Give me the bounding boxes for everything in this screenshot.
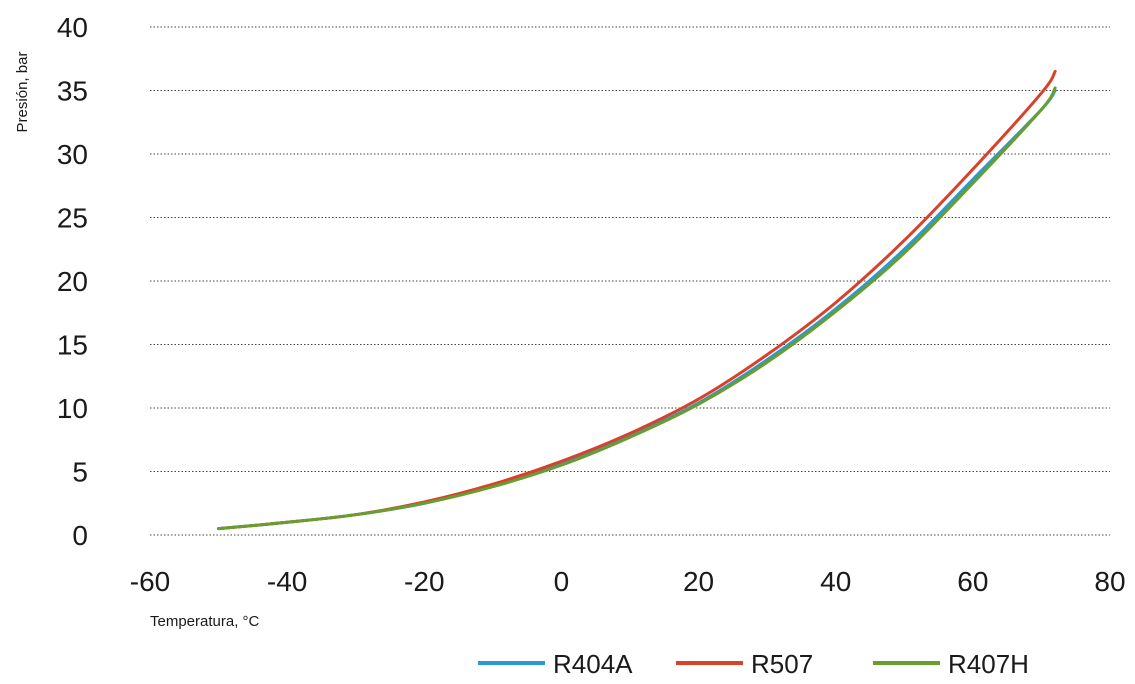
x-tick-label: -20 bbox=[404, 566, 444, 597]
series-lines bbox=[217, 69, 1057, 531]
x-tick-label: 80 bbox=[1094, 566, 1125, 597]
y-tick-label: 5 bbox=[72, 457, 88, 488]
y-tick-label: 0 bbox=[72, 520, 88, 551]
y-axis-title: Presión, bar bbox=[14, 52, 31, 133]
y-tick-label: 20 bbox=[57, 266, 88, 297]
series-line-r407h bbox=[217, 86, 1057, 531]
series-line-r507 bbox=[217, 69, 1057, 531]
x-tick-label: 60 bbox=[957, 566, 988, 597]
x-axis-ticks: -60 -40 -20 0 20 40 60 80 bbox=[130, 566, 1126, 597]
x-tick-label: 0 bbox=[554, 566, 570, 597]
x-axis-title: Temperatura, °C bbox=[150, 613, 260, 630]
legend-label-r507: R507 bbox=[751, 649, 813, 679]
grid-lines bbox=[150, 26, 1110, 536]
x-tick-label: 40 bbox=[820, 566, 851, 597]
series-line-r404a bbox=[217, 89, 1057, 531]
y-tick-label: 35 bbox=[57, 76, 88, 107]
y-axis-ticks: 0 5 10 15 20 25 30 35 40 bbox=[57, 12, 88, 551]
x-tick-label: -60 bbox=[130, 566, 170, 597]
x-tick-label: 20 bbox=[683, 566, 714, 597]
y-tick-label: 15 bbox=[57, 330, 88, 361]
y-tick-label: 40 bbox=[57, 12, 88, 43]
legend: R404A R507 R407H bbox=[478, 649, 1029, 679]
y-tick-label: 10 bbox=[57, 393, 88, 424]
legend-label-r407h: R407H bbox=[948, 649, 1029, 679]
y-tick-label: 25 bbox=[57, 203, 88, 234]
y-tick-label: 30 bbox=[57, 139, 88, 170]
legend-label-r404a: R404A bbox=[553, 649, 633, 679]
x-tick-label: -40 bbox=[267, 566, 307, 597]
